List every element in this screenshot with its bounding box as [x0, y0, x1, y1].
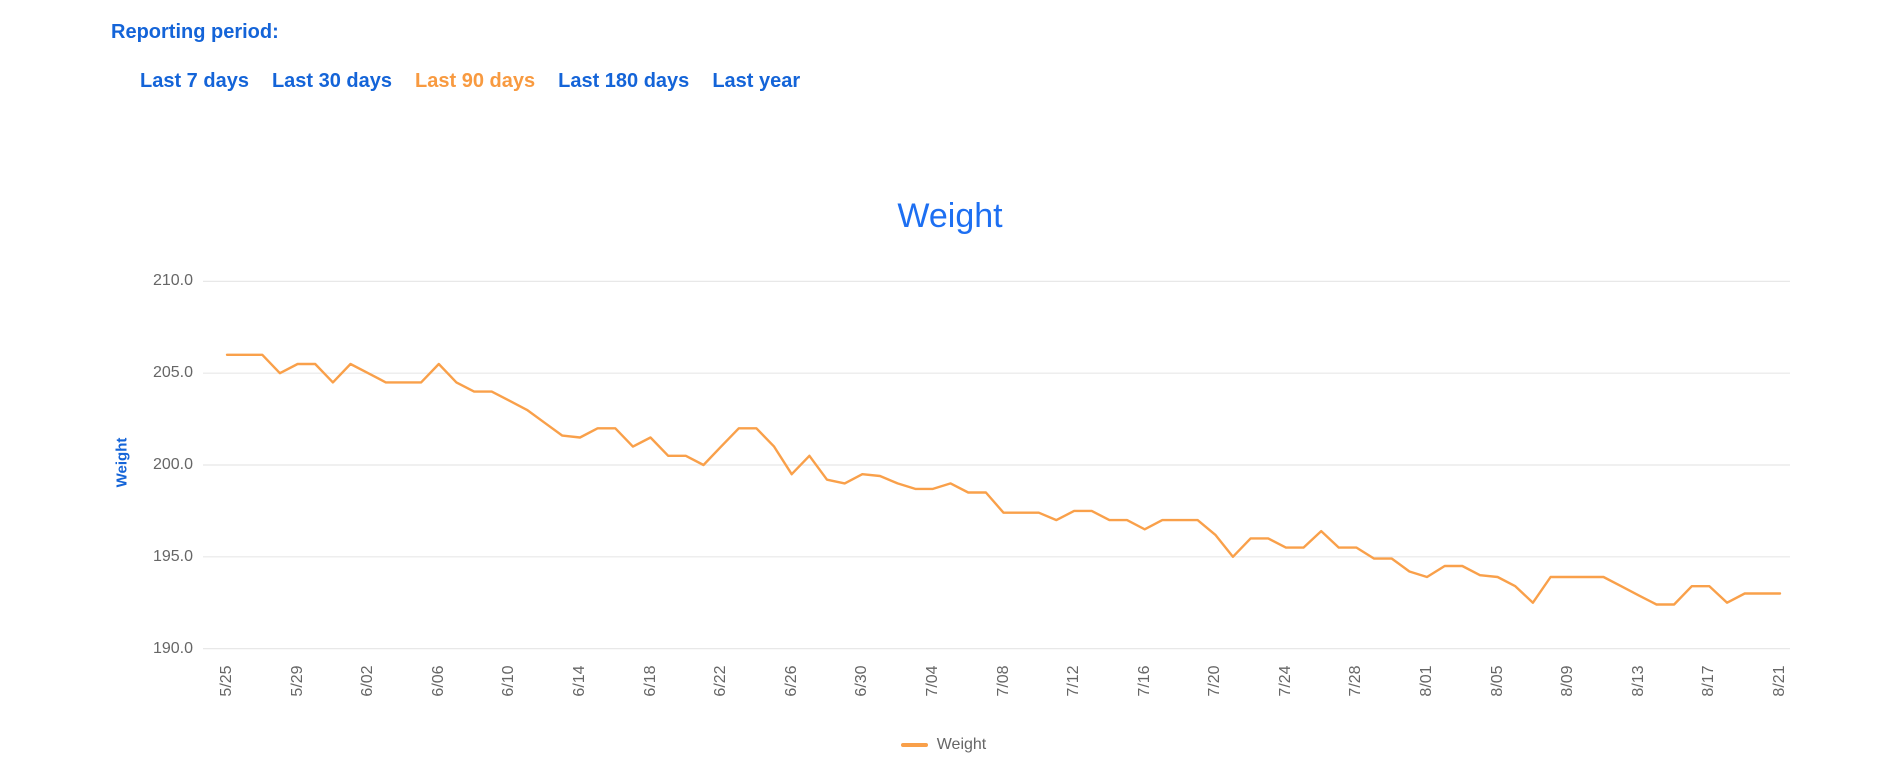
- y-axis-tick: 195.0: [152, 547, 193, 565]
- x-axis-tick: 8/17: [1700, 665, 1718, 697]
- x-axis-tick: 6/06: [429, 665, 447, 697]
- x-axis-tick: 6/14: [570, 665, 588, 697]
- y-axis-tick: 210.0: [152, 272, 193, 290]
- legend-item-weight[interactable]: Weight: [900, 735, 987, 755]
- x-axis-tick: 6/10: [500, 665, 518, 697]
- x-axis-tick: 8/09: [1559, 665, 1577, 697]
- period-tabs: Last 7 days Last 30 days Last 90 days Last …: [140, 70, 800, 92]
- tab-last-30-days[interactable]: Last 30 days: [271, 70, 393, 92]
- x-axis-tick: 8/05: [1488, 665, 1506, 697]
- y-axis-tick: 205.0: [152, 364, 193, 382]
- x-axis-tick: 7/28: [1347, 665, 1365, 697]
- legend: Weight: [0, 735, 1887, 755]
- tab-last-90-days[interactable]: Last 90 days: [415, 70, 536, 92]
- x-axis-tick: 7/08: [994, 665, 1012, 697]
- y-axis-tick: 190.0: [152, 639, 193, 657]
- x-axis-tick: 6/02: [359, 665, 377, 697]
- x-axis-tick: 5/29: [288, 665, 306, 697]
- tab-last-year[interactable]: Last year: [712, 70, 801, 92]
- x-axis-tick: 7/20: [1206, 665, 1224, 697]
- x-axis-tick: 7/16: [1135, 665, 1153, 697]
- reporting-period-label: Reporting period:: [111, 21, 279, 43]
- x-axis-tick: 8/13: [1629, 665, 1647, 697]
- tab-last-7-days[interactable]: Last 7 days: [140, 70, 249, 92]
- x-axis-tick: 7/24: [1276, 665, 1294, 697]
- weight-series-line: [225, 353, 1782, 606]
- legend-label: Weight: [936, 736, 987, 753]
- y-axis-tick: 200.0: [152, 456, 193, 473]
- x-axis-tick: 6/26: [782, 665, 800, 697]
- x-axis-tick: 8/21: [1771, 665, 1788, 697]
- legend-line-marker-icon: [900, 743, 928, 747]
- x-axis-tick: 7/12: [1065, 665, 1083, 697]
- x-axis-tick: 8/01: [1418, 665, 1436, 697]
- chart-title: Weight: [897, 197, 1003, 235]
- x-axis-tick: 6/18: [641, 665, 659, 697]
- x-axis-tick: 7/04: [923, 665, 941, 697]
- x-axis-tick: 6/30: [853, 665, 871, 697]
- x-axis-tick: 6/22: [712, 665, 730, 697]
- x-axis-tick: 5/25: [218, 665, 235, 697]
- tab-last-180-days[interactable]: Last 180 days: [558, 70, 690, 92]
